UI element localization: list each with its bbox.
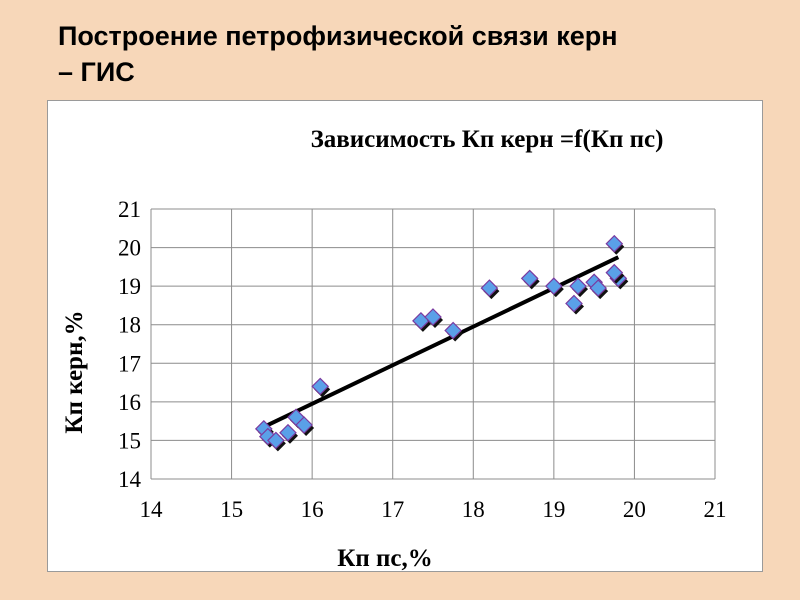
data-point — [605, 234, 624, 253]
data-point — [565, 294, 583, 313]
data-point — [480, 279, 499, 297]
data-point — [311, 377, 330, 396]
chart-title: Зависимость Кп керн =f(Кп пс) — [311, 126, 664, 153]
y-tick-label: 17 — [118, 351, 141, 376]
data-point — [545, 277, 563, 295]
data-point — [295, 416, 313, 434]
slide-title-line1: Построение петрофизической связи керн — [58, 21, 618, 51]
data-point — [424, 308, 442, 326]
data-point — [605, 263, 624, 282]
data-point — [279, 423, 297, 442]
x-tick-label: 15 — [220, 497, 243, 522]
slide-title: Построение петрофизической связи керн – … — [58, 18, 758, 90]
y-tick-label: 16 — [118, 390, 141, 415]
y-axis-label: Кп керн,% — [61, 310, 88, 433]
scatter-chart: 14 15 16 17 18 19 20 21 14 15 16 17 18 19 20 21 Зависим… — [61, 126, 727, 571]
y-tick-label: 14 — [118, 467, 142, 492]
data-point — [520, 269, 539, 288]
slide-title-line2: – ГИС — [58, 57, 135, 87]
x-tick-label: 20 — [623, 497, 646, 522]
x-tick-label: 17 — [381, 497, 404, 522]
y-tick-label: 18 — [118, 313, 141, 338]
chart-area: 14 15 16 17 18 19 20 21 14 15 16 17 18 19 20 21 Зависим… — [47, 100, 763, 572]
y-tick-label: 21 — [118, 197, 141, 222]
tick-labels: 14 15 16 17 18 19 20 21 14 15 16 17 18 19 20 21 — [118, 197, 727, 522]
data-point — [444, 321, 462, 340]
x-tick-label: 18 — [462, 497, 485, 522]
y-tick-label: 15 — [118, 428, 141, 453]
x-tick-label: 14 — [140, 497, 164, 522]
x-tick-label: 21 — [704, 497, 727, 522]
data-points — [254, 234, 629, 452]
data-point — [267, 431, 285, 450]
x-axis-label: Кп пс,% — [337, 545, 433, 571]
x-tick-label: 19 — [542, 497, 565, 522]
y-tick-label: 19 — [118, 274, 141, 299]
y-tick-label: 20 — [118, 236, 141, 261]
data-point — [589, 279, 608, 297]
data-point — [569, 277, 587, 295]
x-tick-label: 16 — [301, 497, 324, 522]
